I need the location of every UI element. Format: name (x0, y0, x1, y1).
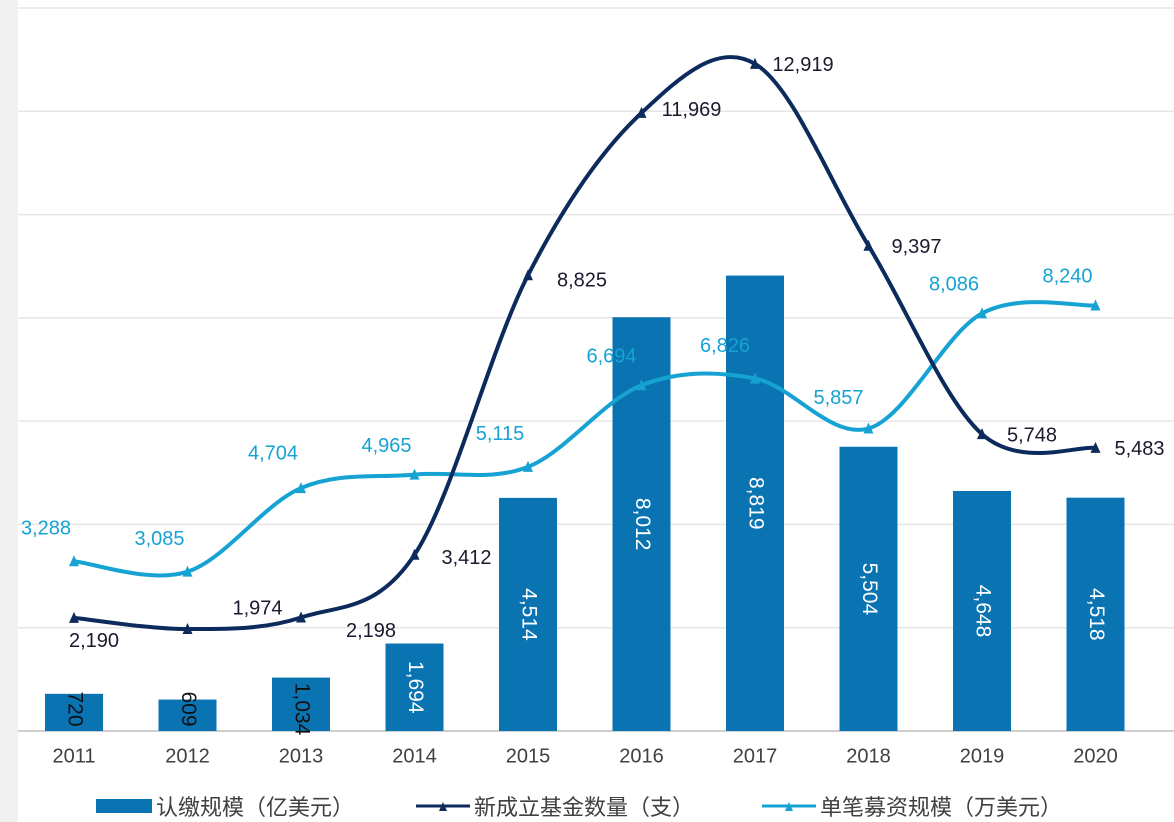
x-tick-label-2012: 2012 (165, 745, 210, 767)
single-raise-scale-label-2013: 4,704 (248, 442, 298, 464)
new-fund-count-marker-2014 (409, 548, 420, 560)
combo-chart: 720 609 1,034 1,694 4,514 8,012 8,819 5,504 4,64… (18, 7, 1174, 767)
single-raise-scale-label-2014: 4,965 (361, 435, 411, 457)
single-raise-scale-label-2011: 3,288 (21, 517, 71, 539)
single-raise-scale-marker-2015 (523, 460, 533, 472)
single-raise-scale-label-2020: 8,240 (1042, 266, 1092, 288)
bar-label-2017: 8,819 (744, 477, 767, 530)
single-raise-scale-marker-2019 (977, 307, 987, 319)
single-raise-scale-label-2012: 3,085 (134, 528, 184, 550)
bar-2015 (499, 497, 557, 731)
bar-label-2020: 4,518 (1085, 588, 1108, 641)
single-raise-scale-marker-2016 (636, 379, 647, 391)
new-fund-count-label-2017: 12,919 (772, 54, 833, 76)
new-fund-count-marker-2011 (69, 611, 79, 623)
bar-label-2016: 8,012 (631, 498, 654, 551)
left-margin-strip (0, 0, 18, 822)
new-fund-count-marker-2016 (636, 106, 647, 118)
x-tick-label-2011: 2011 (52, 745, 95, 767)
new-fund-count-marker-2019 (977, 428, 987, 440)
legend-line-swatch (762, 802, 816, 811)
x-tick-label-2013: 2013 (279, 745, 324, 767)
bar-label-2014: 1,694 (404, 661, 427, 714)
bar-label-2012: 609 (177, 691, 200, 726)
legend-item-single-raise-scale: 单笔募资规模（万美元） (762, 790, 1062, 822)
new-fund-count-label-2018: 9,397 (891, 236, 941, 258)
legend-line-swatch (416, 802, 470, 811)
new-fund-count-marker-2012 (182, 623, 193, 635)
bar-2011 (45, 693, 103, 731)
x-tick-label-2017: 2017 (733, 745, 778, 767)
legend-item-new-fund-count: 新成立基金数量（支） (416, 790, 694, 822)
legend: 认缴规模（亿美元） 新成立基金数量（支） 单笔募资规模（万美元） (0, 790, 1174, 822)
single-raise-scale-label-2018: 5,857 (813, 387, 863, 409)
bar-series (45, 275, 1125, 731)
single-raise-scale-label-2019: 8,086 (929, 274, 979, 296)
legend-label: 新成立基金数量（支） (474, 795, 695, 820)
single-raise-scale-line (73, 300, 1096, 578)
bar-2017 (726, 275, 784, 731)
legend-bar-swatch (96, 799, 152, 813)
bar-2012 (158, 699, 217, 731)
x-tick-label-2014: 2014 (392, 745, 437, 767)
single-raise-scale-marker-2013 (296, 482, 306, 494)
single-raise-scale-label-2016: 6,694 (586, 346, 636, 368)
bar-label-2015: 4,514 (517, 588, 540, 641)
bar-label-2011: 720 (63, 691, 86, 726)
single-raise-scale-marker-2017 (750, 372, 760, 384)
new-fund-count-label-2014: 3,412 (441, 547, 491, 569)
bar-2014 (385, 643, 444, 731)
new-fund-count-label-2015: 8,825 (557, 270, 607, 292)
new-fund-count-label-2019: 5,748 (1007, 424, 1057, 446)
new-fund-count-marker-2020 (1090, 441, 1101, 453)
new-fund-count-label-2012: 1,974 (232, 597, 282, 619)
x-tick-label-2018: 2018 (846, 745, 891, 767)
single-raise-scale-label-2017: 6,826 (700, 335, 750, 357)
single-raise-scale-marker-2018 (863, 422, 874, 434)
x-tick-label-2019: 2019 (960, 745, 1005, 767)
single-raise-scale-marker-2020 (1090, 299, 1101, 311)
data-labels: 720 609 1,034 1,694 4,514 8,012 8,819 5,504 4,64… (21, 54, 1165, 735)
bar-label-2018: 5,504 (858, 563, 881, 616)
x-tick-label-2020: 2020 (1073, 745, 1118, 767)
legend-label: 认缴规模（亿美元） (156, 795, 355, 820)
new-fund-count-label-2020: 5,483 (1114, 438, 1164, 460)
new-fund-count-line (73, 55, 1096, 632)
single-raise-scale-label-2015: 5,115 (476, 423, 525, 445)
bar-label-2013: 1,034 (290, 683, 313, 736)
new-fund-count-marker-2018 (863, 239, 874, 251)
single-raise-scale-marker-2014 (409, 468, 420, 480)
x-tick-label-2015: 2015 (506, 745, 551, 767)
new-fund-count-marker-2013 (296, 611, 306, 623)
legend-label: 单笔募资规模（万美元） (820, 795, 1063, 820)
bar-2019 (953, 490, 1011, 731)
line-series (69, 55, 1101, 635)
x-tick-label-2016: 2016 (619, 745, 664, 767)
bar-2013 (272, 677, 330, 731)
single-raise-scale-marker-2012 (182, 565, 193, 577)
new-fund-count-marker-2015 (523, 269, 533, 281)
legend-item-subscription-scale: 认缴规模（亿美元） (96, 790, 354, 822)
new-fund-count-label-2016: 11,969 (662, 99, 722, 121)
new-fund-count-label-2013: 2,198 (346, 620, 396, 642)
bar-2018 (839, 446, 898, 731)
single-raise-scale-marker-2011 (69, 555, 79, 567)
x-axis: 2011 2012 2013 2014 2015 2016 2017 2018 2019 2020 (52, 745, 1117, 767)
new-fund-count-label-2011: 2,190 (69, 630, 119, 652)
new-fund-count-marker-2017 (750, 57, 760, 69)
bar-label-2019: 4,648 (971, 585, 994, 638)
bar-2020 (1066, 497, 1125, 731)
